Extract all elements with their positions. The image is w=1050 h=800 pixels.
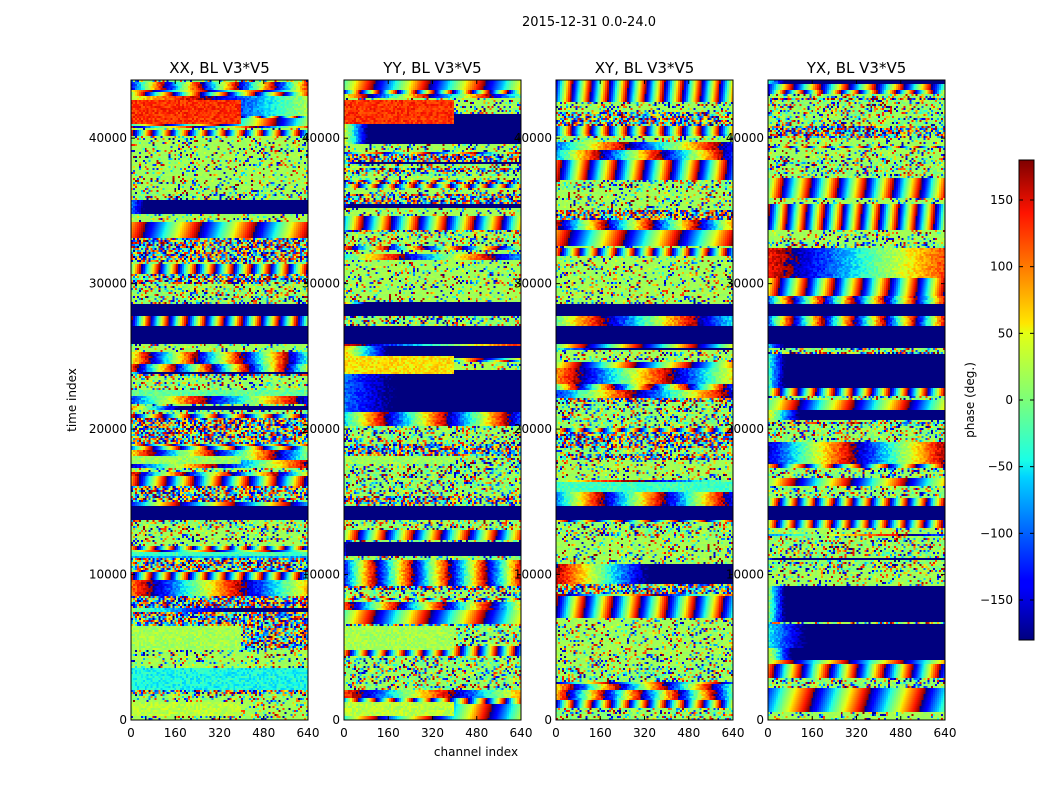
x-tick-label: 640 [934, 726, 957, 740]
x-tick-label: 320 [633, 726, 656, 740]
panel-2: YY, BL V3*V5 0 160 320 480 640 0 10000 20000 3000… [302, 59, 533, 740]
y-tick-label: 10000 [302, 568, 340, 582]
panels: XX, BL V3*V5 0 160 320 480 640 0 10000 20000 3000… [89, 59, 957, 740]
phase-heatmap [131, 80, 308, 720]
y-tick-label: 0 [119, 713, 127, 727]
colorbar-tick-label: −50 [988, 460, 1013, 474]
y-tick-label: 10000 [514, 568, 552, 582]
panel-title: YY, BL V3*V5 [382, 59, 481, 77]
x-tick-label: 0 [552, 726, 560, 740]
panel-4: YX, BL V3*V5 0 160 320 480 640 0 10000 20000 3000… [726, 59, 957, 740]
colorbar-tick-label: −100 [980, 526, 1013, 540]
x-tick-label: 160 [377, 726, 400, 740]
x-tick-label: 0 [127, 726, 135, 740]
y-tick-label: 40000 [89, 131, 127, 145]
x-tick-label: 640 [297, 726, 320, 740]
panel-title: YX, BL V3*V5 [806, 59, 907, 77]
colorbar: −150 −100 −50 0 50 100 150 phase (deg.) [963, 159, 1035, 641]
y-axis-label: time index [65, 368, 79, 432]
panel-title: XY, BL V3*V5 [595, 59, 695, 77]
y-tick-label: 30000 [89, 277, 127, 291]
colorbar-tick-label: 150 [990, 193, 1013, 207]
colorbar-label: phase (deg.) [963, 362, 977, 438]
y-tick-label: 20000 [726, 422, 764, 436]
y-tick-label: 0 [756, 713, 764, 727]
x-tick-label: 480 [465, 726, 488, 740]
x-tick-label: 480 [677, 726, 700, 740]
y-tick-label: 30000 [726, 277, 764, 291]
x-tick-label: 160 [589, 726, 612, 740]
phase-heatmap [344, 80, 521, 720]
x-tick-label: 160 [164, 726, 187, 740]
y-tick-label: 10000 [89, 568, 127, 582]
x-tick-label: 640 [722, 726, 745, 740]
colorbar-tick-label: 100 [990, 260, 1013, 274]
panel-title: XX, BL V3*V5 [169, 59, 270, 77]
y-tick-label: 0 [332, 713, 340, 727]
y-tick-label: 40000 [726, 131, 764, 145]
colorbar-tick-label: −150 [980, 593, 1013, 607]
x-tick-label: 0 [340, 726, 348, 740]
y-tick-label: 20000 [302, 422, 340, 436]
x-tick-label: 640 [510, 726, 533, 740]
x-tick-label: 480 [252, 726, 275, 740]
y-tick-label: 0 [544, 713, 552, 727]
y-tick-label: 20000 [514, 422, 552, 436]
x-axis-label: channel index [434, 745, 518, 759]
colorbar-ticks: −150 −100 −50 0 50 100 150 [980, 193, 1034, 607]
y-tick-label: 10000 [726, 568, 764, 582]
x-tick-label: 320 [208, 726, 231, 740]
y-tick-label: 30000 [302, 277, 340, 291]
panel-1: XX, BL V3*V5 0 160 320 480 640 0 10000 20000 3000… [89, 59, 320, 740]
y-tick-label: 30000 [514, 277, 552, 291]
x-tick-label: 480 [889, 726, 912, 740]
colorbar-tick-label: 0 [1005, 393, 1013, 407]
y-tick-label: 40000 [302, 131, 340, 145]
phase-heatmap [768, 80, 945, 720]
x-tick-label: 320 [845, 726, 868, 740]
figure-suptitle: 2015-12-31 0.0-24.0 [522, 15, 656, 30]
x-tick-label: 320 [421, 726, 444, 740]
x-tick-label: 0 [764, 726, 772, 740]
y-tick-label: 20000 [89, 422, 127, 436]
panel-3: XY, BL V3*V5 0 160 320 480 640 0 10000 20000 3000… [514, 59, 745, 740]
y-tick-label: 40000 [514, 131, 552, 145]
x-tick-label: 160 [801, 726, 824, 740]
phase-heatmap [556, 80, 733, 720]
colorbar-tick-label: 50 [998, 326, 1013, 340]
